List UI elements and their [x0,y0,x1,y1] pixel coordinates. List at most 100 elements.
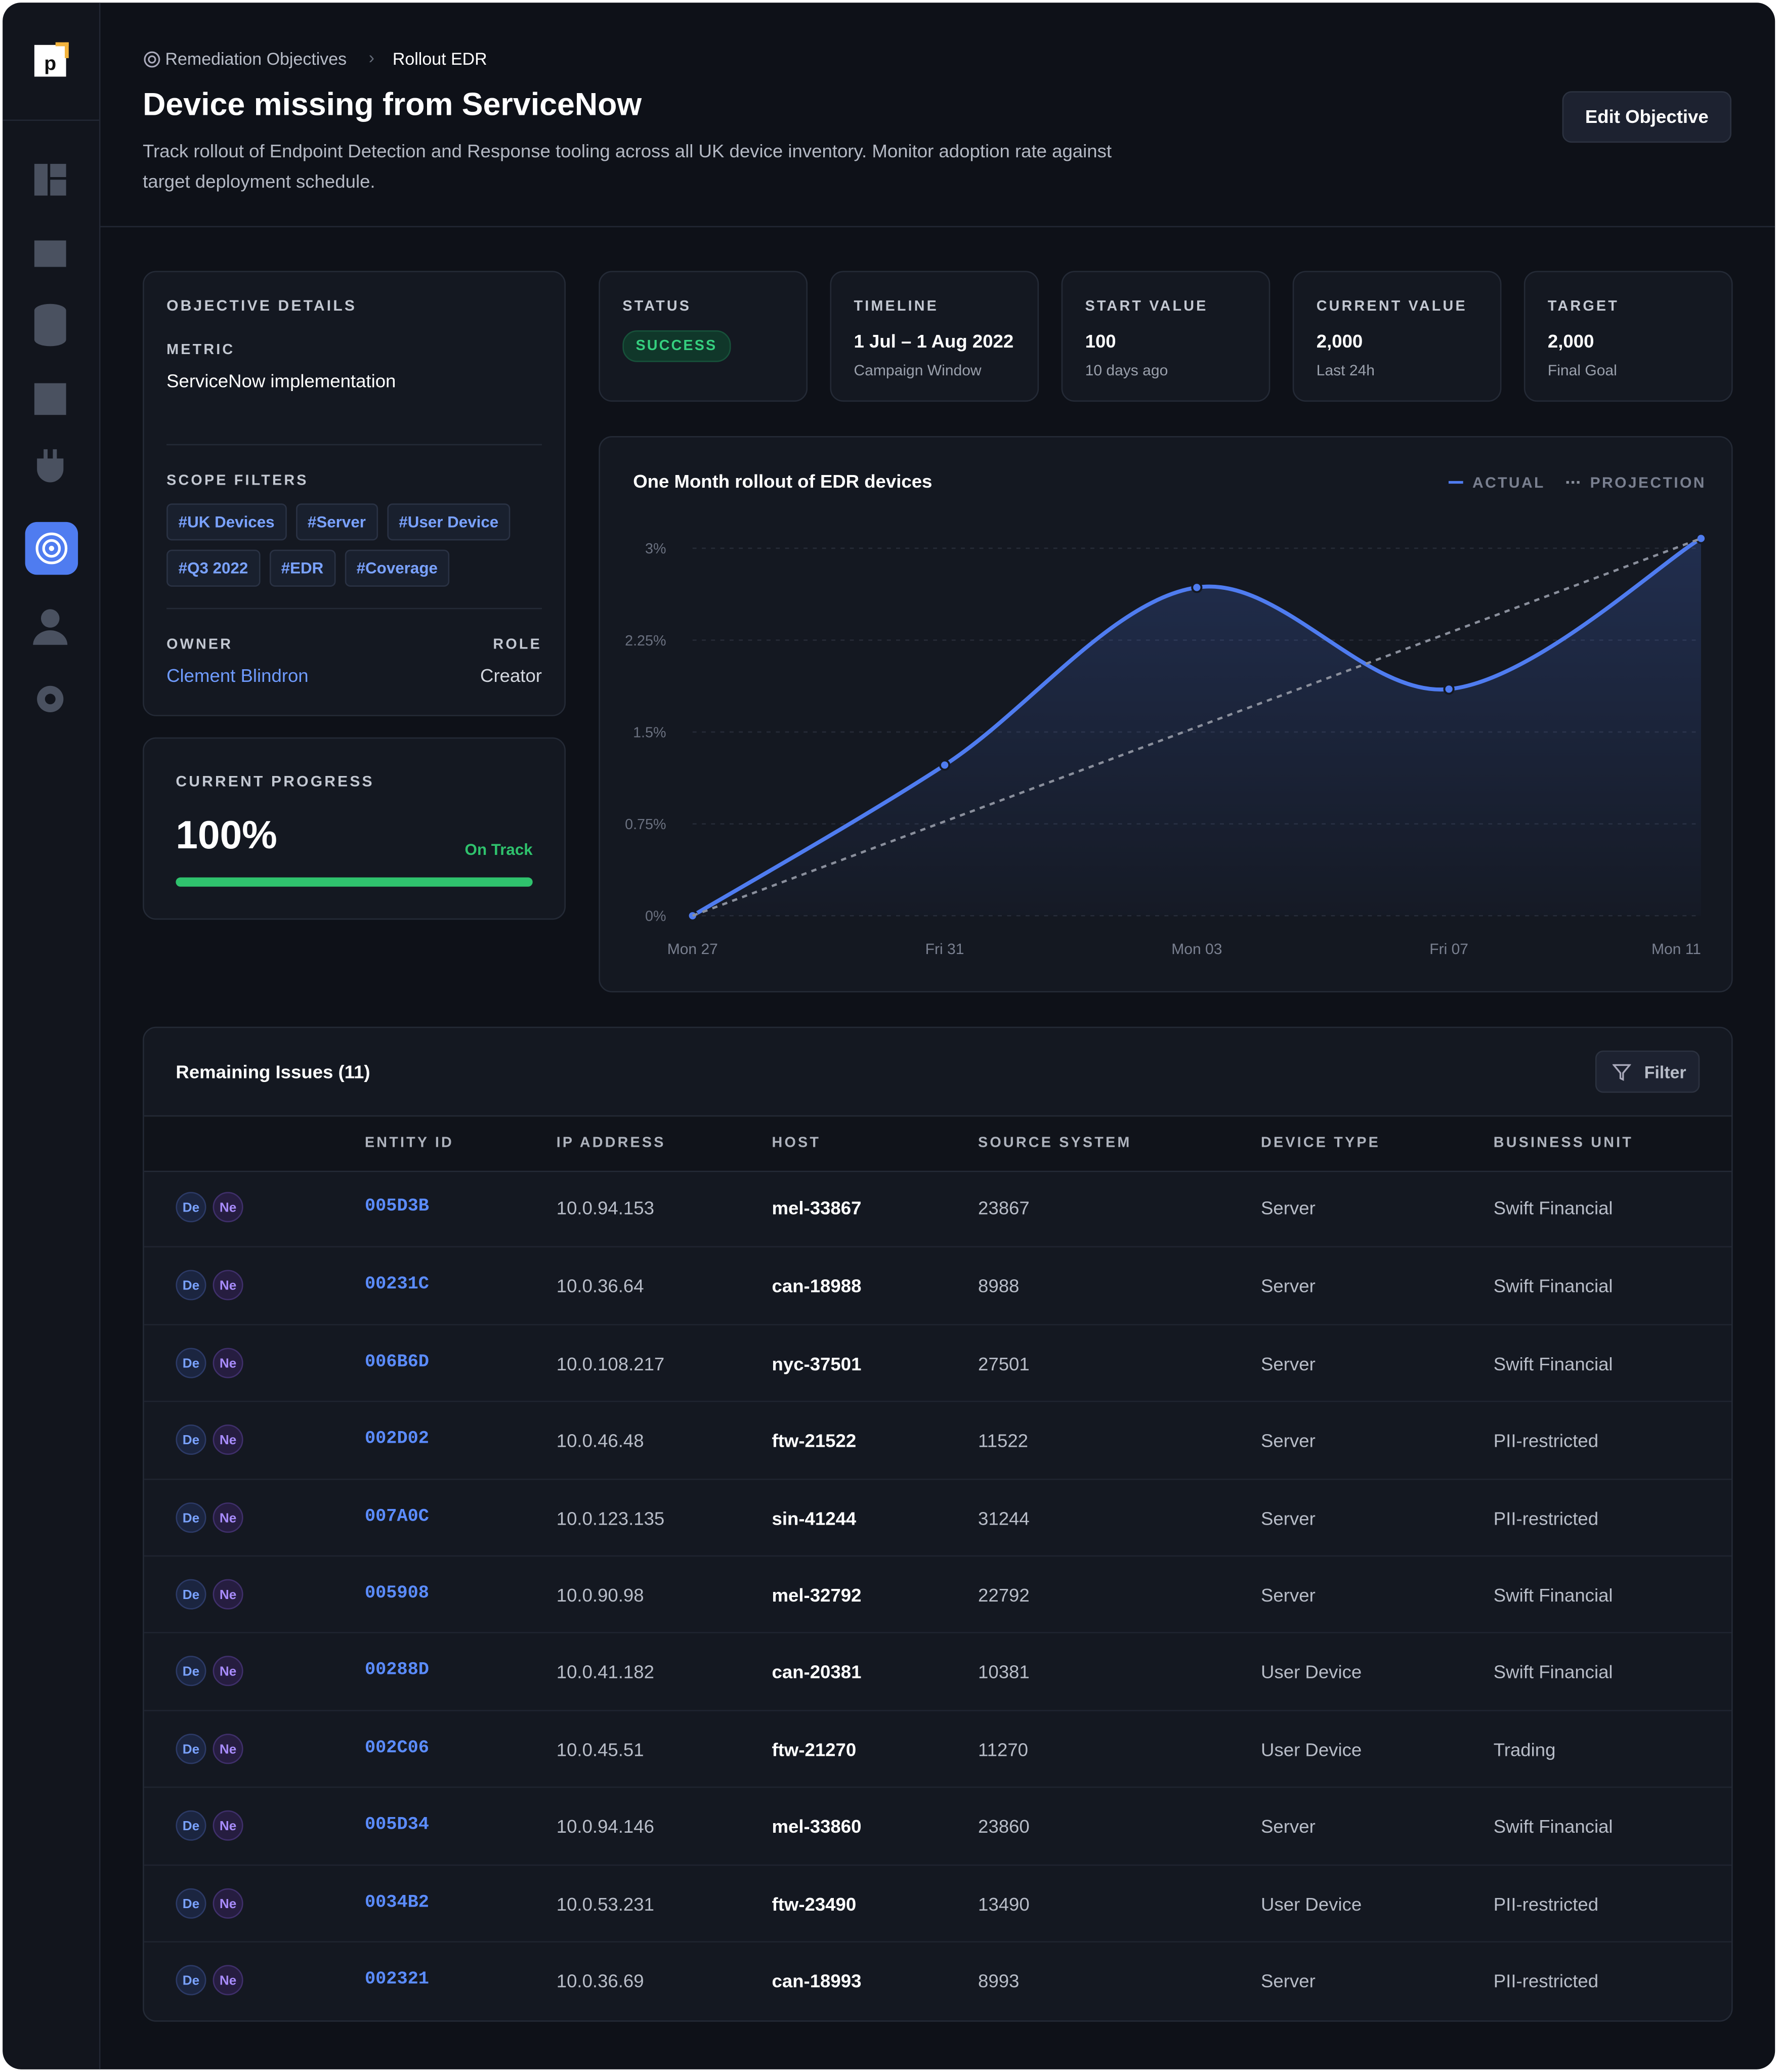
objective-card: OBJECTIVE DETAILS METRIC ServiceNow impl… [143,271,566,716]
tag-list: #UK Devices #Server #User Device #Q3 2022 #E… [166,503,550,587]
table-row[interactable]: De Ne 00231C 10.0.36.64 can-18988 8988 Server S… [144,1246,1731,1324]
progress-card: CURRENT PROGRESS 100% On Track [143,737,566,920]
table-row[interactable]: De Ne 002D02 10.0.46.48 ftw-21522 11522 Server… [144,1401,1731,1479]
stat-card: TIMELINE 1 Jul – 1 Aug 2022 Campaign Windo… [830,271,1039,402]
table-row[interactable]: De Ne 002C06 10.0.45.51 ftw-21270 11270 User D… [144,1709,1731,1788]
tag[interactable]: #EDR [269,549,335,587]
tag[interactable]: #Q3 2022 [166,549,260,587]
cell[interactable]: 002321 [364,1970,429,1990]
cell: Swift Financial [1493,1584,1613,1606]
breadcrumb-sep: › [368,48,375,68]
table-row[interactable]: De Ne 006B6D 10.0.108.217 nyc-37501 27501 Serv… [144,1323,1731,1402]
avatar: De [176,1887,206,1918]
cell: User Device [1261,1661,1362,1683]
cell[interactable]: 005D3B [364,1197,429,1217]
cell: mel-33860 [772,1816,862,1837]
cell: 13490 [978,1893,1030,1915]
table-row[interactable]: De Ne 005908 10.0.90.98 mel-32792 22792 Server… [144,1555,1731,1633]
x-tick-label: Mon 11 [1651,941,1701,958]
avatar: De [176,1424,206,1455]
cell[interactable]: 002C06 [364,1739,429,1759]
tag[interactable]: #Coverage [345,549,450,587]
cell[interactable]: 007A0C [364,1507,429,1527]
cell: User Device [1261,1893,1362,1915]
cell[interactable]: 005908 [364,1584,429,1605]
cell: 8988 [978,1275,1020,1297]
table-row[interactable]: De Ne 002321 10.0.36.69 can-18993 8993 Server P… [144,1941,1731,2019]
cell[interactable]: 002D02 [364,1430,429,1450]
cell[interactable]: 0034B2 [364,1893,429,1913]
table-row[interactable]: De Ne 005D34 10.0.94.146 mel-33860 23860 Serve… [144,1787,1731,1865]
cell: 23860 [978,1816,1030,1837]
y-tick-label: 0% [645,909,666,925]
edit-button[interactable]: Edit Objective [1562,91,1731,143]
cell: 10.0.53.231 [556,1893,654,1915]
cell[interactable]: 006B6D [364,1353,429,1373]
cell: Server [1261,1430,1316,1451]
cell: PII-restricted [1493,1430,1599,1451]
avatar: Ne [213,1965,243,1996]
avatar: Ne [213,1192,243,1223]
cell: Swift Financial [1493,1275,1613,1297]
breadcrumb-link[interactable]: Remediation Objectives [165,49,347,69]
cell: Swift Financial [1493,1353,1613,1374]
y-tick-label: 0.75% [625,816,666,833]
progress-status: On Track [464,840,533,859]
avatar: De [176,1810,206,1841]
y-tick-label: 2.25% [625,633,666,649]
cell: 8993 [978,1970,1020,1992]
tag[interactable]: #User Device [387,503,511,541]
filter-button[interactable]: Filter [1595,1050,1700,1093]
scope-label: SCOPE FILTERS [166,473,309,489]
issues-card: Remaining Issues (11) Filter ENTITY ID IP… [143,1026,1733,2022]
table-row[interactable]: De Ne 005D3B 10.0.94.153 mel-33867 23867 Serve… [144,1170,1731,1246]
stat-label: STATUS [622,298,692,315]
tag[interactable]: #Server [295,503,378,541]
filter-label: Filter [1644,1062,1686,1083]
app-frame: p Remediation Objectives › Rollout EDR D… [3,3,1775,2069]
cell: mel-32792 [772,1584,862,1606]
chart: One Month rollout of EDR devices 0% 0.75%… [625,471,1707,958]
avatars: De Ne [176,1965,249,1996]
cell: 27501 [978,1353,1030,1374]
status-badge: SUCCESS [622,330,731,362]
cell[interactable]: 00231C [364,1275,429,1296]
cell: Server [1261,1970,1316,1992]
cell: 10.0.36.69 [556,1970,644,1992]
cell: Server [1261,1275,1316,1297]
filter-icon [1612,1064,1631,1081]
breadcrumb-current: Rollout EDR [392,49,487,69]
sidebar: p [3,3,101,2069]
column-header: HOST [772,1135,821,1151]
cell[interactable]: 00288D [364,1661,429,1681]
cell: 11522 [978,1430,1029,1451]
owner[interactable]: Clement Blindron [166,664,309,686]
owner-label: OWNER [166,637,233,653]
cell: 10.0.94.146 [556,1816,654,1837]
cell: 10.0.108.217 [556,1353,665,1374]
avatar: Ne [213,1733,243,1764]
avatars: De Ne [176,1656,249,1687]
cell[interactable]: 005D34 [364,1816,429,1836]
legend-label: PROJECTION [1590,474,1706,491]
avatars: De Ne [176,1502,249,1533]
stat-card: CURRENT VALUE 2,000 Last 24h [1292,271,1502,402]
progress-label: CURRENT PROGRESS [176,774,374,791]
stat-card: START VALUE 100 10 days ago [1061,271,1270,402]
table-row[interactable]: De Ne 0034B2 10.0.53.231 ftw-23490 13490 User … [144,1864,1731,1942]
y-tick-label: 1.5% [633,724,666,741]
avatar: De [176,1733,206,1764]
avatar: Ne [213,1887,243,1918]
avatar: Ne [213,1810,243,1841]
table-row[interactable]: De Ne 00288D 10.0.41.182 can-20381 10381 User … [144,1632,1731,1710]
sidebar-icons: p [3,42,99,712]
stat-label: CURRENT VALUE [1316,298,1467,315]
stat-value: 2,000 [1316,330,1363,352]
stat-sub: Final Goal [1547,363,1617,379]
avatar: Ne [213,1656,243,1687]
cell: can-18988 [772,1275,862,1297]
cell: Swift Financial [1493,1197,1613,1219]
table-row[interactable]: De Ne 007A0C 10.0.123.135 sin-41244 31244 Serv… [144,1478,1731,1556]
tag[interactable]: #UK Devices [166,503,287,541]
breadcrumb-icon [144,51,160,68]
